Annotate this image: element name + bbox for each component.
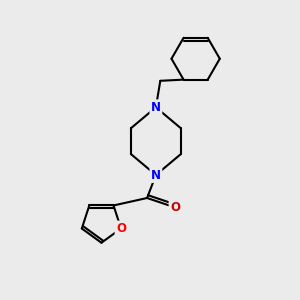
- Text: N: N: [151, 169, 161, 182]
- Text: N: N: [151, 101, 161, 114]
- Text: O: O: [116, 222, 126, 235]
- Text: O: O: [170, 201, 180, 214]
